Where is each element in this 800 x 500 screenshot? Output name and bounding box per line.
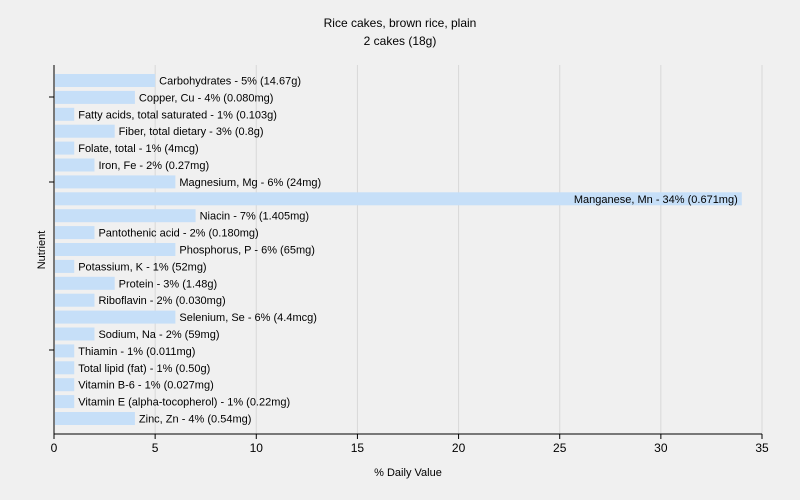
bar-label: Selenium, Se - 6% (4.4mcg) <box>179 312 317 324</box>
bar <box>55 175 176 189</box>
x-tick-label: 20 <box>452 441 466 455</box>
bar-label: Total lipid (fat) - 1% (0.50g) <box>78 363 210 375</box>
bar-label: Phosphorus, P - 6% (65mg) <box>179 245 315 257</box>
bar-label: Zinc, Zn - 4% (0.54mg) <box>139 414 251 426</box>
x-tick-label: 35 <box>755 441 769 455</box>
bar <box>55 192 742 206</box>
bars: Carbohydrates - 5% (14.67g) Copper, Cu - … <box>55 74 742 426</box>
bar-label: Riboflavin - 2% (0.030mg) <box>98 295 225 307</box>
x-tick-label: 0 <box>51 441 58 455</box>
bar-label: Manganese, Mn - 34% (0.671mg) <box>574 194 738 206</box>
bar <box>55 276 115 290</box>
bar-label: Fiber, total dietary - 3% (0.8g) <box>119 126 264 138</box>
bar-label: Magnesium, Mg - 6% (24mg) <box>179 177 321 189</box>
x-axis-label: % Daily Value <box>374 467 442 479</box>
grid-lines <box>154 65 763 434</box>
x-tick-label: 10 <box>250 441 264 455</box>
bar <box>55 395 75 409</box>
bar <box>55 107 75 121</box>
bar <box>55 259 75 273</box>
bar <box>55 293 95 307</box>
x-tick-labels: 0 5 10 15 20 25 30 35 <box>51 434 769 455</box>
bar <box>55 378 75 392</box>
bar <box>55 158 95 172</box>
bar <box>55 310 176 324</box>
bar-label: Vitamin E (alpha-tocopherol) - 1% (0.22m… <box>78 397 290 409</box>
bar-label: Iron, Fe - 2% (0.27mg) <box>98 160 209 172</box>
bar-label: Pantothenic acid - 2% (0.180mg) <box>98 228 258 240</box>
x-tick-label: 5 <box>152 441 159 455</box>
bar-label: Thiamin - 1% (0.011mg) <box>78 346 195 358</box>
chart-subtitle: 2 cakes (18g) <box>364 34 437 48</box>
x-tick-label: 25 <box>553 441 567 455</box>
bar <box>55 90 135 104</box>
bar <box>55 243 176 256</box>
bar <box>55 124 115 138</box>
bar <box>55 361 75 375</box>
chart-title: Rice cakes, brown rice, plain <box>324 16 477 30</box>
bar-label: Carbohydrates - 5% (14.67g) <box>159 76 301 88</box>
bar <box>55 74 156 87</box>
bar <box>55 344 75 358</box>
bar <box>55 209 196 223</box>
bar <box>55 141 75 155</box>
axes <box>49 65 762 435</box>
bar-label: Sodium, Na - 2% (59mg) <box>98 329 219 341</box>
x-tick-label: 15 <box>351 441 365 455</box>
bar-label: Fatty acids, total saturated - 1% (0.103… <box>78 109 277 121</box>
bar-label: Protein - 3% (1.48g) <box>119 278 217 290</box>
bar-label: Copper, Cu - 4% (0.080mg) <box>139 92 274 104</box>
bar-label: Potassium, K - 1% (52mg) <box>78 261 206 273</box>
bar <box>55 226 95 240</box>
x-tick-label: 30 <box>654 441 668 455</box>
bar-label: Vitamin B-6 - 1% (0.027mg) <box>78 380 214 392</box>
bar <box>55 412 135 425</box>
y-axis-label: Nutrient <box>36 231 48 270</box>
bar <box>55 327 95 341</box>
bar-label: Folate, total - 1% (4mcg) <box>78 143 198 155</box>
bar-label: Niacin - 7% (1.405mg) <box>200 211 309 223</box>
